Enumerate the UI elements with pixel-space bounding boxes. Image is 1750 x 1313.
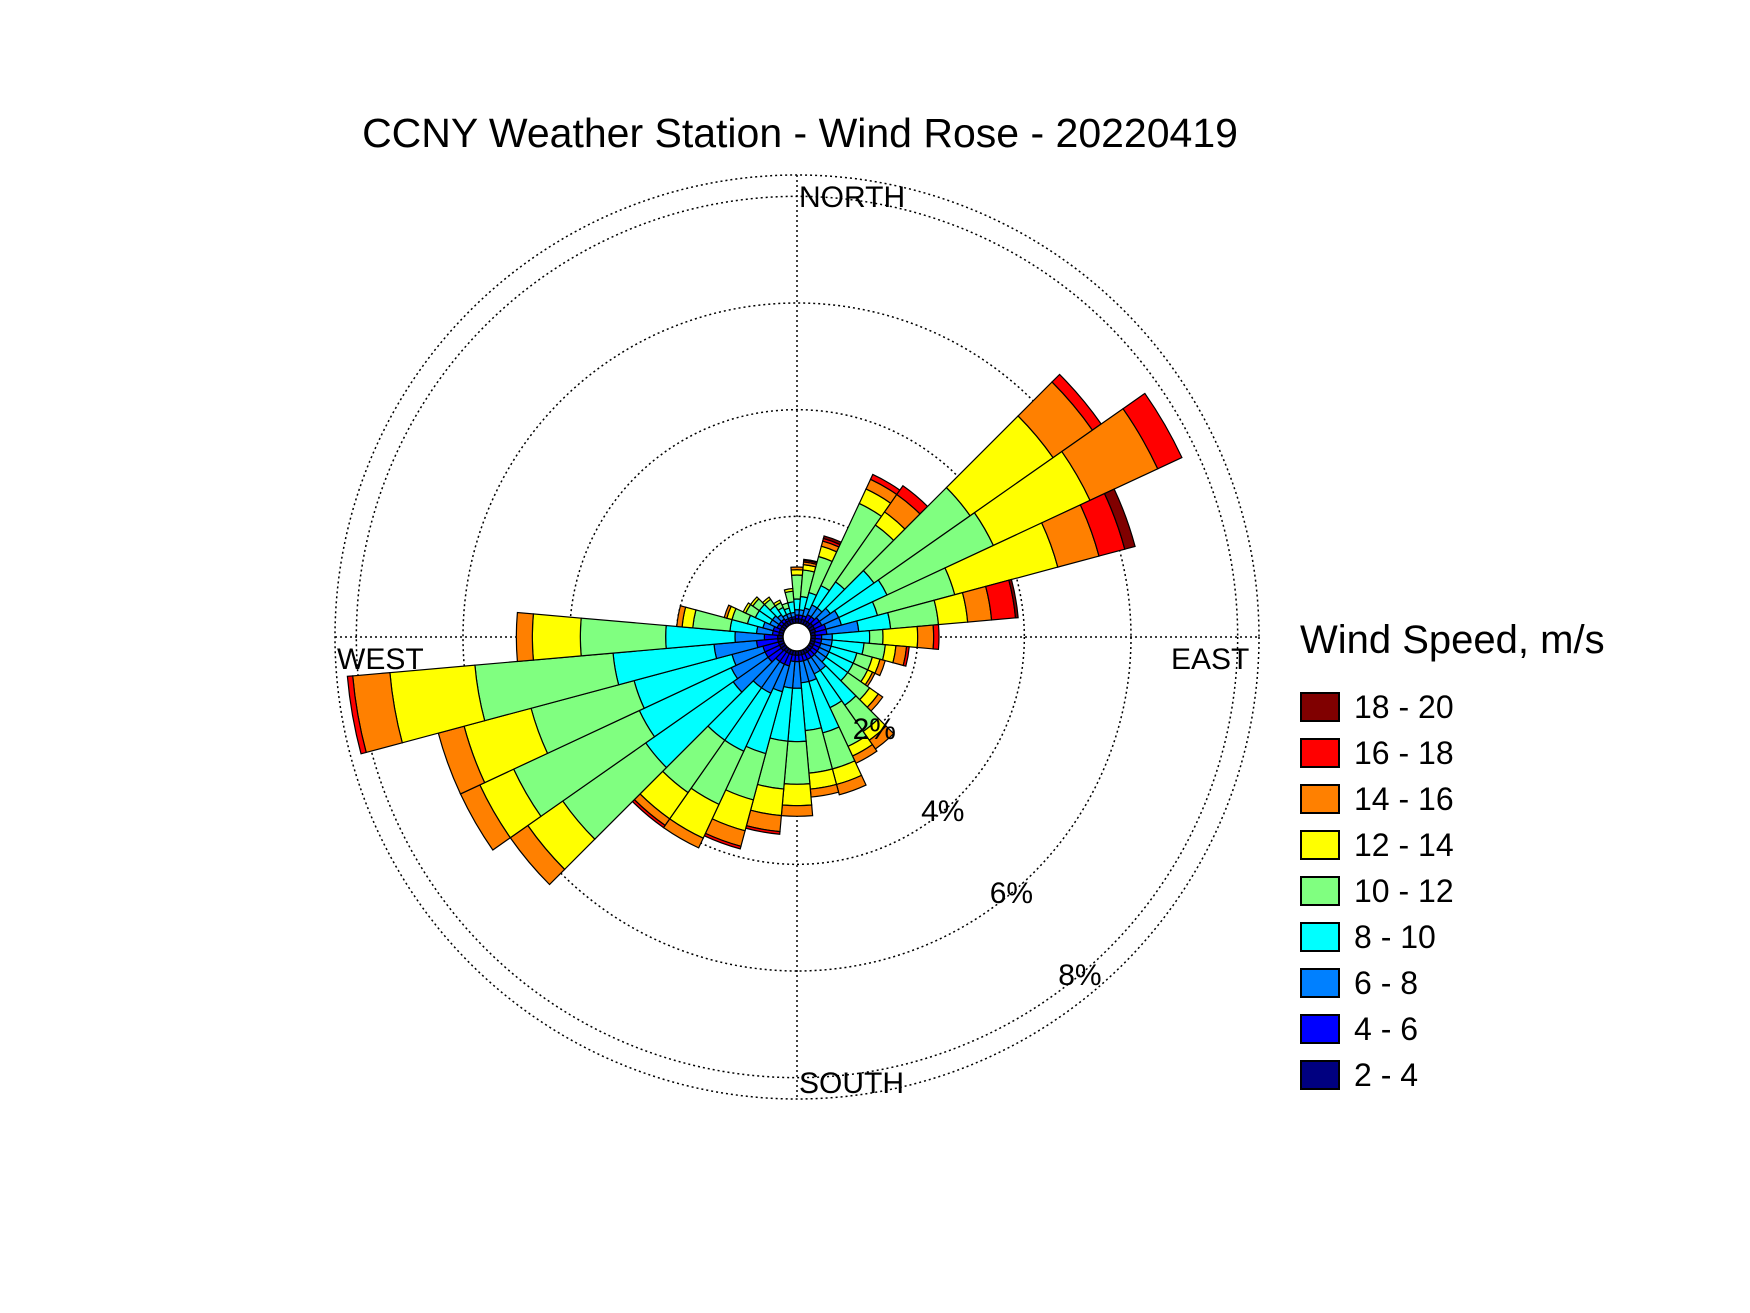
legend-label: 14 - 16: [1354, 780, 1454, 817]
ring-label-2pct: 2%: [852, 713, 896, 747]
ring-label-6pct: 6%: [989, 876, 1034, 910]
ring-label-8pct: 8%: [1058, 958, 1102, 992]
legend-item: 10 - 12: [1300, 868, 1605, 914]
rose-segment: [761, 596, 772, 606]
legend-swatch: [1300, 968, 1340, 998]
legend-swatch: [1300, 922, 1340, 952]
rose-segment: [932, 623, 940, 651]
calm-circle: [782, 622, 812, 652]
rose-segment: [531, 613, 582, 661]
rose-segment: [868, 628, 884, 646]
legend-item: 16 - 18: [1300, 730, 1605, 776]
wind-rose-bars: [346, 373, 1183, 886]
south-label: SOUTH: [799, 1067, 904, 1100]
chart-title: CCNY Weather Station - Wind Rose - 20220…: [362, 110, 1238, 156]
rose-segment: [835, 774, 867, 796]
rose-segment: [346, 675, 367, 755]
legend-item: 12 - 14: [1300, 822, 1605, 868]
rose-segment: [1103, 488, 1136, 550]
rose-segment: [780, 804, 814, 817]
legend-label: 2 - 4: [1354, 1056, 1419, 1093]
rose-segment: [749, 596, 760, 607]
rose-segment: [772, 599, 782, 607]
rose-segment: [742, 602, 752, 614]
legend-label: 12 - 14: [1354, 826, 1454, 863]
legend-item: 8 - 10: [1300, 914, 1605, 960]
legend-label: 10 - 12: [1354, 872, 1454, 909]
legend-item: 18 - 20: [1300, 684, 1605, 730]
legend-label: 16 - 18: [1354, 734, 1454, 771]
legend-label: 4 - 6: [1354, 1010, 1419, 1047]
rose-segment: [781, 783, 813, 807]
rose-segment: [1008, 578, 1019, 619]
rose-segment: [916, 624, 935, 650]
legend-label: 8 - 10: [1354, 918, 1436, 955]
legend-label: 6 - 8: [1354, 964, 1419, 1001]
legend-label: 18 - 20: [1354, 688, 1454, 725]
rose-segment: [784, 590, 795, 604]
rose-segment: [874, 658, 886, 677]
rose-segment: [790, 566, 804, 571]
rose-segment: [783, 587, 794, 594]
legend: Wind Speed, m/s 18 - 20 16 - 18 14 - 16 …: [1300, 620, 1605, 1098]
legend-swatch: [1300, 738, 1340, 768]
legend-swatch: [1300, 830, 1340, 860]
legend-item: 6 - 8: [1300, 960, 1605, 1006]
rose-segment: [676, 605, 687, 628]
north-label: NORTH: [799, 181, 906, 214]
east-label: EAST: [1171, 643, 1250, 676]
rose-segment: [783, 740, 811, 785]
legend-item: 4 - 6: [1300, 1006, 1605, 1052]
rose-segment: [790, 569, 804, 576]
legend-swatch: [1300, 1014, 1340, 1044]
rose-segment: [902, 645, 910, 667]
west-label: WEST: [337, 643, 424, 676]
legend-swatch: [1300, 784, 1340, 814]
rose-segment: [1122, 392, 1183, 470]
rose-segment: [515, 611, 534, 663]
wind-rose-plot: [334, 174, 1260, 1100]
legend-swatch: [1300, 692, 1340, 722]
legend-swatch: [1300, 876, 1340, 906]
legend-item: 2 - 4: [1300, 1052, 1605, 1098]
legend-title: Wind Speed, m/s: [1300, 618, 1605, 662]
legend-item: 14 - 16: [1300, 776, 1605, 822]
grid-ring: [568, 408, 1026, 866]
ring-label-4pct: 4%: [921, 795, 965, 829]
rose-segment: [723, 604, 732, 619]
legend-swatch: [1300, 1060, 1340, 1090]
